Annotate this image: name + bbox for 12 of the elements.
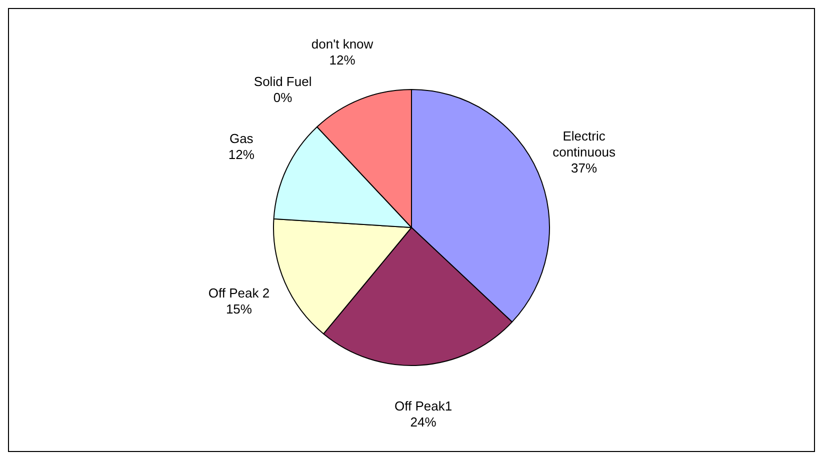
slice-label: Off Peak 2	[208, 286, 270, 301]
data-label: 37%	[571, 160, 598, 176]
data-label: 24%	[410, 414, 437, 430]
data-label: 15%	[226, 302, 252, 317]
category-label: Solid Fuel	[254, 74, 312, 90]
slice-label: Gas	[229, 131, 254, 146]
slice-label: Electric continuous	[552, 128, 616, 160]
text: 0%	[273, 90, 292, 106]
data-label: 12%	[228, 147, 255, 162]
slice-label: Off Peak1	[394, 398, 452, 414]
data-label: 12%	[329, 52, 356, 68]
slice-label: don't know	[311, 36, 374, 52]
